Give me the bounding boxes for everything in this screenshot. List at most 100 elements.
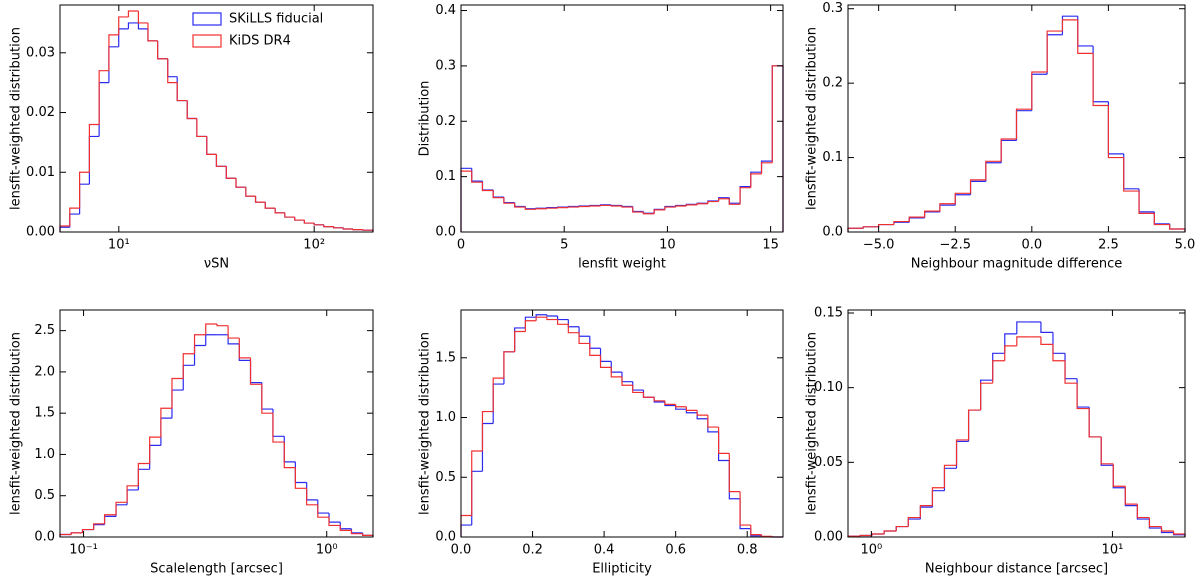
hist-step [205, 334, 218, 346]
hist-step [1092, 53, 1109, 107]
x-tick-label: 0.0 [451, 543, 472, 558]
hist-step [718, 431, 730, 462]
hist-step [578, 332, 590, 345]
y-tick-label: 0.2 [435, 114, 456, 129]
x-tick-label: 2.5 [1098, 238, 1119, 253]
hist-step [1100, 436, 1114, 466]
legend-swatch [192, 34, 222, 48]
hist-step [317, 499, 330, 514]
y-tick-label: 1.5 [34, 406, 55, 421]
hist-step [328, 513, 341, 523]
hist-step [284, 212, 295, 218]
hist-step [1015, 108, 1032, 139]
hist-step [1153, 213, 1170, 226]
hist-step [1061, 15, 1078, 35]
hist-step [1107, 101, 1124, 155]
hist-step [103, 515, 117, 525]
hist-step [567, 206, 580, 208]
hist-step [514, 330, 526, 352]
hist-step [739, 186, 751, 204]
hist-step [943, 467, 957, 491]
hist-step [227, 325, 240, 339]
hist-step [1124, 487, 1138, 507]
hist-step [171, 377, 184, 409]
hist-step [621, 205, 633, 208]
hist-step [739, 498, 751, 530]
y-tick-label: 0.00 [26, 225, 55, 240]
x-tick-label: 10⁻¹ [69, 543, 98, 558]
hist-step [157, 40, 168, 60]
hist-step [294, 461, 307, 484]
hist-step [284, 212, 295, 218]
x-tick-label: 0.0 [1021, 238, 1042, 253]
axes-frame [460, 309, 784, 538]
hist-step [160, 407, 172, 438]
hist-step [160, 417, 172, 446]
x-tick-label: 10⁰ [316, 543, 338, 558]
x-tick-label: 0.6 [665, 543, 686, 558]
hist-step [115, 504, 128, 517]
hist-step [599, 348, 612, 362]
hist-step [954, 194, 971, 206]
hist-step [115, 501, 128, 515]
hist-step [642, 392, 655, 398]
hist-step [664, 400, 676, 405]
hist-step [471, 171, 483, 183]
hist-step [664, 206, 676, 210]
y-axis-label: lensfit-weighted distribution [9, 332, 24, 515]
hist-step [70, 532, 83, 535]
hist-step [707, 200, 719, 204]
y-tick-label: 1.0 [34, 447, 55, 462]
y-tick-label: 0.10 [814, 380, 843, 395]
hist-step [567, 324, 580, 334]
y-tick-label: 2.5 [34, 323, 55, 338]
y-axis-label: Distribution [418, 81, 433, 157]
hist-step [1148, 517, 1162, 528]
hist-step [225, 166, 237, 179]
hist-step [79, 183, 90, 215]
hist-step [862, 226, 879, 229]
hist-step [182, 364, 195, 391]
hist-step [750, 525, 762, 536]
hist-step [621, 376, 633, 386]
hist-step [760, 534, 773, 538]
hist-step [718, 427, 730, 454]
hist-step [1160, 526, 1174, 532]
x-tick-label: −5.0 [863, 238, 895, 253]
hist-step [524, 206, 537, 210]
x-tick-label: 5 [560, 238, 568, 253]
hist-step [943, 464, 957, 488]
hist-step [985, 160, 1002, 180]
hist-step [642, 211, 655, 214]
hist-step [137, 22, 148, 30]
hist-step [1046, 30, 1063, 72]
hist-step [103, 514, 117, 524]
hist-step [939, 204, 956, 212]
hist-step [642, 212, 655, 215]
hist-step [294, 467, 307, 489]
hist-step [108, 46, 119, 83]
hist-step [610, 361, 622, 373]
hist-step [339, 522, 352, 530]
hist-step [481, 182, 494, 192]
hist-step [1124, 486, 1138, 505]
x-axis-label: Neighbour distance [arcsec] [925, 562, 1108, 577]
hist-step [557, 315, 569, 321]
hist-step [261, 384, 273, 414]
y-tick-label: 0.03 [26, 45, 55, 60]
hist-step [969, 180, 986, 195]
hist-step [1016, 336, 1029, 346]
hist-step [739, 187, 751, 205]
hist-step [893, 220, 910, 225]
hist-step [535, 208, 547, 210]
hist-step [206, 136, 217, 155]
hist-step [118, 28, 129, 47]
hist-step [249, 357, 262, 385]
hist-step [93, 524, 105, 530]
hist-step [907, 516, 921, 527]
hist-step [333, 226, 344, 229]
hist-step [675, 205, 687, 208]
hist-step [127, 22, 139, 29]
hist-step [696, 410, 708, 416]
